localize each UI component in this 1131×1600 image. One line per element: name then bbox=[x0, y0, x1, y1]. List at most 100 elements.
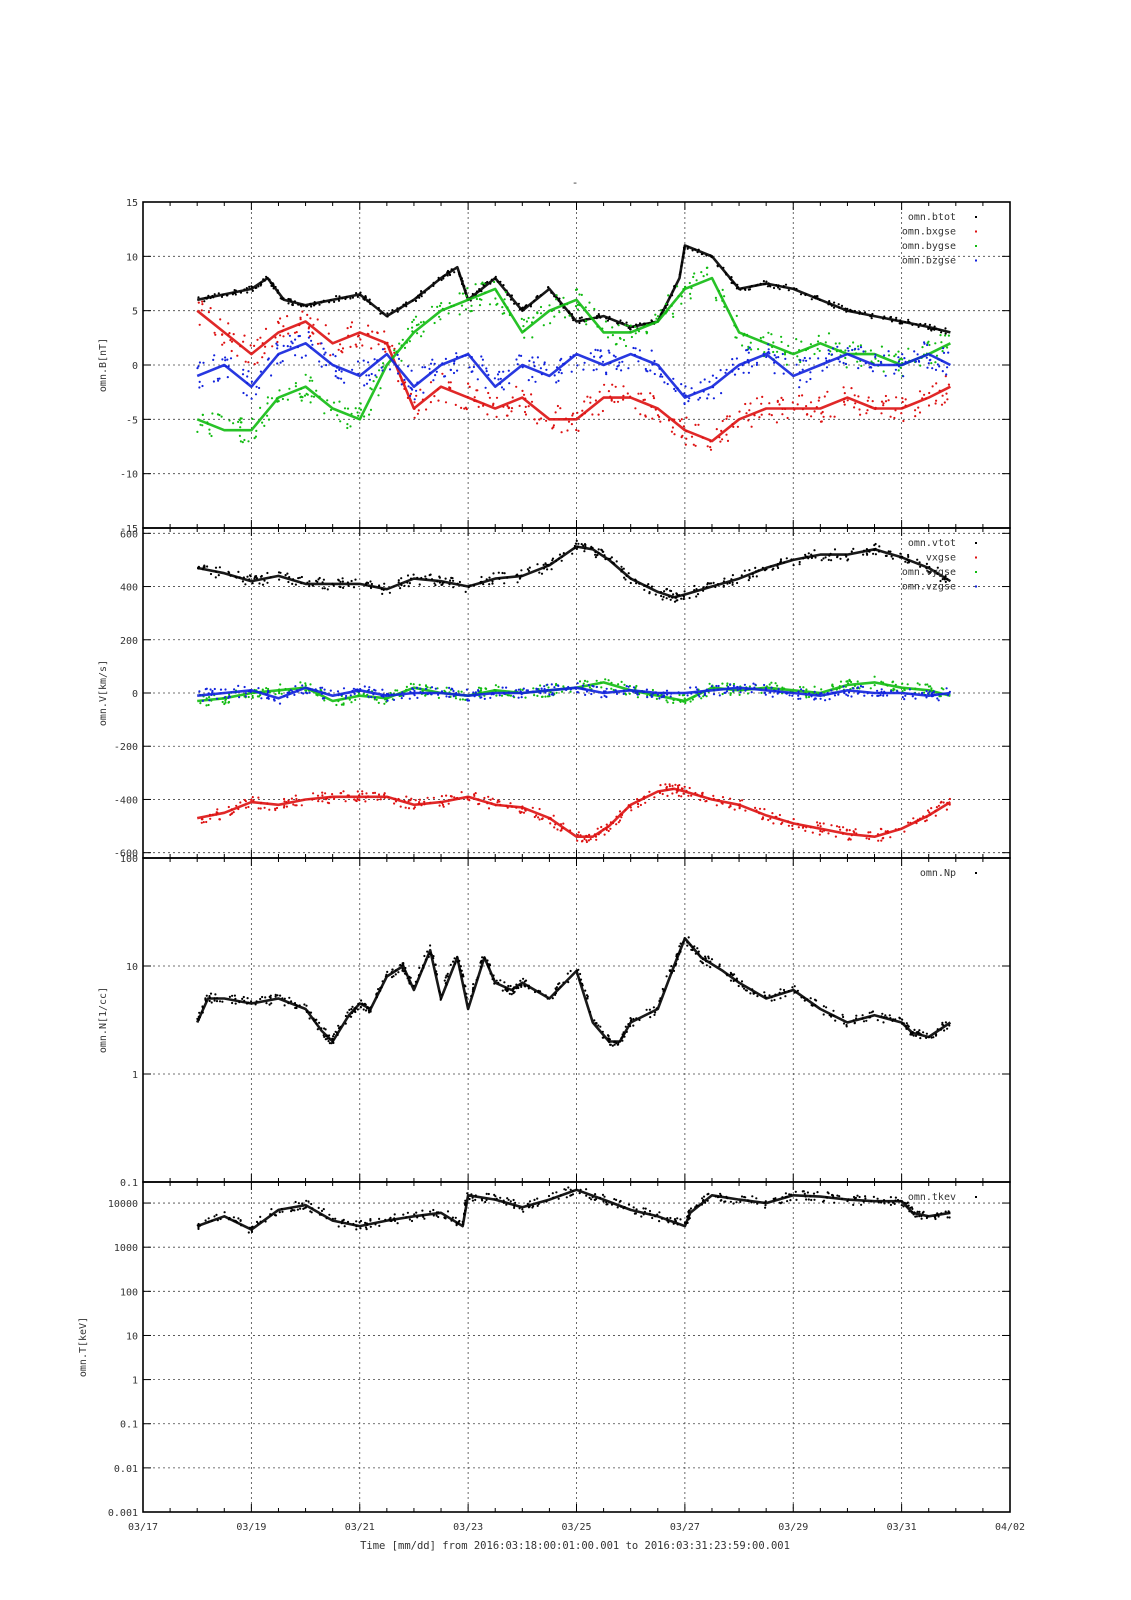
data-point bbox=[844, 685, 848, 688]
data-point bbox=[944, 334, 947, 337]
data-point bbox=[437, 693, 440, 696]
data-point bbox=[874, 357, 877, 360]
data-point bbox=[288, 576, 291, 579]
data-point bbox=[555, 1191, 558, 1194]
data-point bbox=[498, 577, 501, 581]
data-point bbox=[209, 572, 213, 576]
data-point bbox=[560, 827, 564, 830]
data-point bbox=[201, 300, 204, 303]
data-point bbox=[667, 1221, 670, 1224]
data-point bbox=[452, 960, 455, 963]
data-point bbox=[235, 1220, 238, 1224]
data-point bbox=[486, 413, 489, 416]
data-point bbox=[574, 542, 578, 545]
data-point bbox=[461, 1220, 464, 1223]
data-point bbox=[799, 359, 802, 362]
data-point bbox=[940, 341, 943, 344]
data-point bbox=[562, 306, 565, 309]
data-point bbox=[897, 360, 901, 363]
data-point bbox=[801, 408, 805, 411]
data-point bbox=[242, 368, 245, 371]
data-point bbox=[882, 317, 885, 320]
data-point bbox=[364, 1003, 367, 1006]
data-point bbox=[450, 576, 453, 580]
data-point bbox=[404, 303, 407, 306]
data-point bbox=[809, 371, 812, 374]
data-point bbox=[724, 271, 727, 274]
data-point bbox=[309, 302, 312, 305]
data-point bbox=[434, 374, 437, 377]
data-point bbox=[901, 1022, 904, 1025]
data-point bbox=[595, 685, 598, 689]
data-point bbox=[248, 1226, 252, 1229]
data-point bbox=[850, 387, 853, 390]
data-point bbox=[526, 1202, 529, 1205]
data-point bbox=[618, 810, 622, 813]
data-point bbox=[825, 1196, 828, 1199]
data-point bbox=[796, 355, 799, 358]
data-point bbox=[537, 816, 540, 819]
data-point bbox=[285, 805, 288, 808]
data-point bbox=[901, 397, 904, 400]
data-point bbox=[906, 1205, 909, 1208]
data-point bbox=[214, 333, 217, 336]
data-point bbox=[683, 286, 687, 289]
data-point bbox=[224, 365, 228, 368]
data-point bbox=[316, 794, 320, 797]
data-point bbox=[473, 695, 476, 698]
data-point bbox=[578, 321, 581, 325]
data-point bbox=[899, 552, 902, 555]
y-tick-label: 1 bbox=[132, 1376, 138, 1387]
data-point bbox=[266, 277, 269, 280]
data-point bbox=[422, 966, 425, 969]
data-point bbox=[705, 695, 708, 698]
data-point bbox=[464, 1199, 467, 1202]
data-point bbox=[780, 335, 783, 338]
data-point bbox=[441, 583, 444, 586]
data-point bbox=[423, 803, 426, 806]
data-point bbox=[712, 794, 715, 798]
data-point bbox=[463, 984, 466, 987]
data-point bbox=[324, 798, 328, 801]
data-point bbox=[874, 407, 877, 411]
data-point bbox=[208, 996, 211, 999]
data-point bbox=[730, 276, 733, 279]
data-point bbox=[650, 585, 654, 588]
data-point bbox=[341, 580, 344, 583]
data-point bbox=[740, 574, 743, 577]
data-point bbox=[810, 298, 813, 301]
data-point bbox=[612, 354, 616, 357]
data-point bbox=[453, 360, 456, 363]
data-point bbox=[646, 370, 649, 373]
data-point bbox=[940, 331, 943, 334]
data-point bbox=[205, 820, 208, 824]
data-point bbox=[209, 688, 212, 691]
data-point bbox=[527, 379, 530, 382]
data-point bbox=[282, 335, 285, 338]
data-point bbox=[238, 418, 241, 422]
data-point bbox=[726, 582, 729, 585]
data-point bbox=[655, 1007, 658, 1010]
data-point bbox=[696, 251, 699, 254]
data-point bbox=[251, 796, 254, 799]
data-point bbox=[467, 699, 471, 702]
data-point bbox=[841, 832, 845, 835]
data-point bbox=[534, 380, 537, 383]
data-point bbox=[732, 979, 735, 983]
data-point bbox=[434, 963, 437, 966]
data-point bbox=[934, 814, 937, 817]
data-point bbox=[343, 381, 346, 384]
data-point bbox=[785, 1195, 789, 1198]
data-point bbox=[578, 293, 581, 296]
data-point bbox=[937, 804, 941, 807]
data-point bbox=[678, 945, 681, 948]
data-point bbox=[668, 595, 671, 598]
data-point bbox=[246, 375, 249, 378]
data-point bbox=[362, 359, 365, 362]
data-point bbox=[472, 365, 475, 369]
data-point bbox=[223, 1211, 226, 1214]
data-point bbox=[448, 302, 451, 305]
data-point bbox=[299, 318, 302, 321]
data-point bbox=[858, 408, 861, 411]
data-point bbox=[845, 366, 848, 369]
